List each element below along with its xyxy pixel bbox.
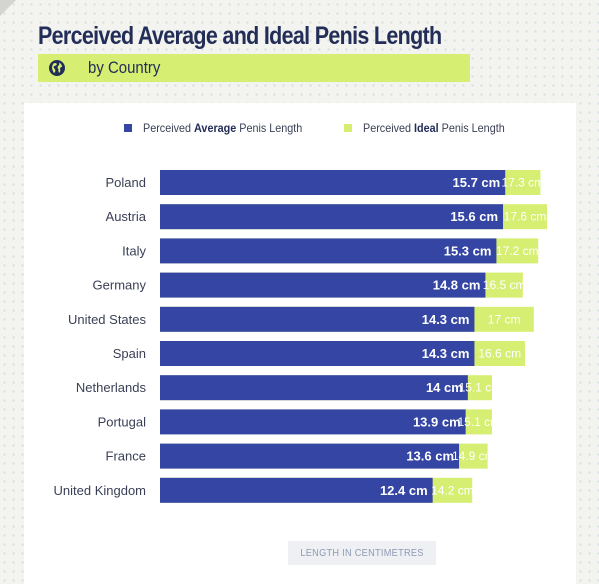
page-corner-fold <box>0 0 16 16</box>
chart-subtitle: by Country <box>88 58 161 77</box>
category-label: Austria <box>106 209 147 224</box>
data-label-ideal: 17.6 cm <box>504 210 547 224</box>
data-label-average: 15.3 cm <box>444 243 492 258</box>
data-label-ideal: 17 cm <box>488 312 521 326</box>
data-label-ideal: 17.2 cm <box>496 244 539 258</box>
data-label-average: 14.3 cm <box>422 312 470 327</box>
legend-label-average: Perceived Average Penis Length <box>143 121 303 135</box>
data-label-ideal: 14.9 cm <box>452 449 495 463</box>
legend-label-ideal: Perceived Ideal Penis Length <box>363 121 505 135</box>
category-label: United States <box>68 312 147 327</box>
data-label-ideal: 15.1 cm <box>457 415 500 429</box>
data-label-ideal: 14.2 cm <box>431 483 474 497</box>
bar-average <box>160 272 486 298</box>
data-label-average: 14 cm <box>426 380 463 395</box>
data-label-ideal: 16.6 cm <box>478 347 521 361</box>
legend: Perceived Average Penis Length Perceived… <box>0 121 599 141</box>
data-label-ideal: 17.3 cm <box>501 176 544 190</box>
data-label-ideal: 16.5 cm <box>483 278 526 292</box>
bar-average <box>160 375 468 401</box>
bar-average <box>160 341 475 366</box>
data-label-average: 13.6 cm <box>406 449 454 464</box>
category-label: Germany <box>93 278 147 293</box>
category-label: Italy <box>122 243 146 258</box>
legend-item-average: Perceived Average Penis Length <box>124 121 320 135</box>
data-label-average: 12.4 cm <box>380 483 428 498</box>
bar-average <box>160 409 466 435</box>
data-label-average: 14.3 cm <box>422 346 470 361</box>
category-label: United Kingdom <box>54 483 147 498</box>
legend-item-ideal: Perceived Ideal Penis Length <box>344 121 520 135</box>
globe-icon <box>49 60 65 76</box>
category-label: Spain <box>113 346 146 361</box>
data-label-average: 14.8 cm <box>433 278 481 293</box>
category-label: France <box>106 449 146 464</box>
x-axis-label-text: LENGTH IN CENTIMETRES <box>300 547 424 559</box>
category-label: Netherlands <box>76 380 147 395</box>
bar-average <box>160 238 497 264</box>
bar-average <box>160 170 506 195</box>
data-label-average: 15.6 cm <box>450 209 498 224</box>
x-axis-label: LENGTH IN CENTIMETRES <box>288 541 436 565</box>
bar-average <box>160 477 433 503</box>
data-label-ideal: 15.1 cm <box>459 381 502 395</box>
bar-average <box>160 443 460 469</box>
bar-average <box>160 204 504 230</box>
legend-swatch-average <box>124 124 132 132</box>
bar-average <box>160 306 475 332</box>
data-label-average: 13.9 cm <box>413 414 461 429</box>
legend-swatch-ideal <box>344 124 352 132</box>
category-label: Poland <box>106 175 146 190</box>
category-label: Portugal <box>98 414 147 429</box>
data-label-average: 15.7 cm <box>453 175 501 190</box>
chart-title: Perceived Average and Ideal Penis Length <box>38 22 442 50</box>
subtitle-band: by Country <box>38 54 470 82</box>
